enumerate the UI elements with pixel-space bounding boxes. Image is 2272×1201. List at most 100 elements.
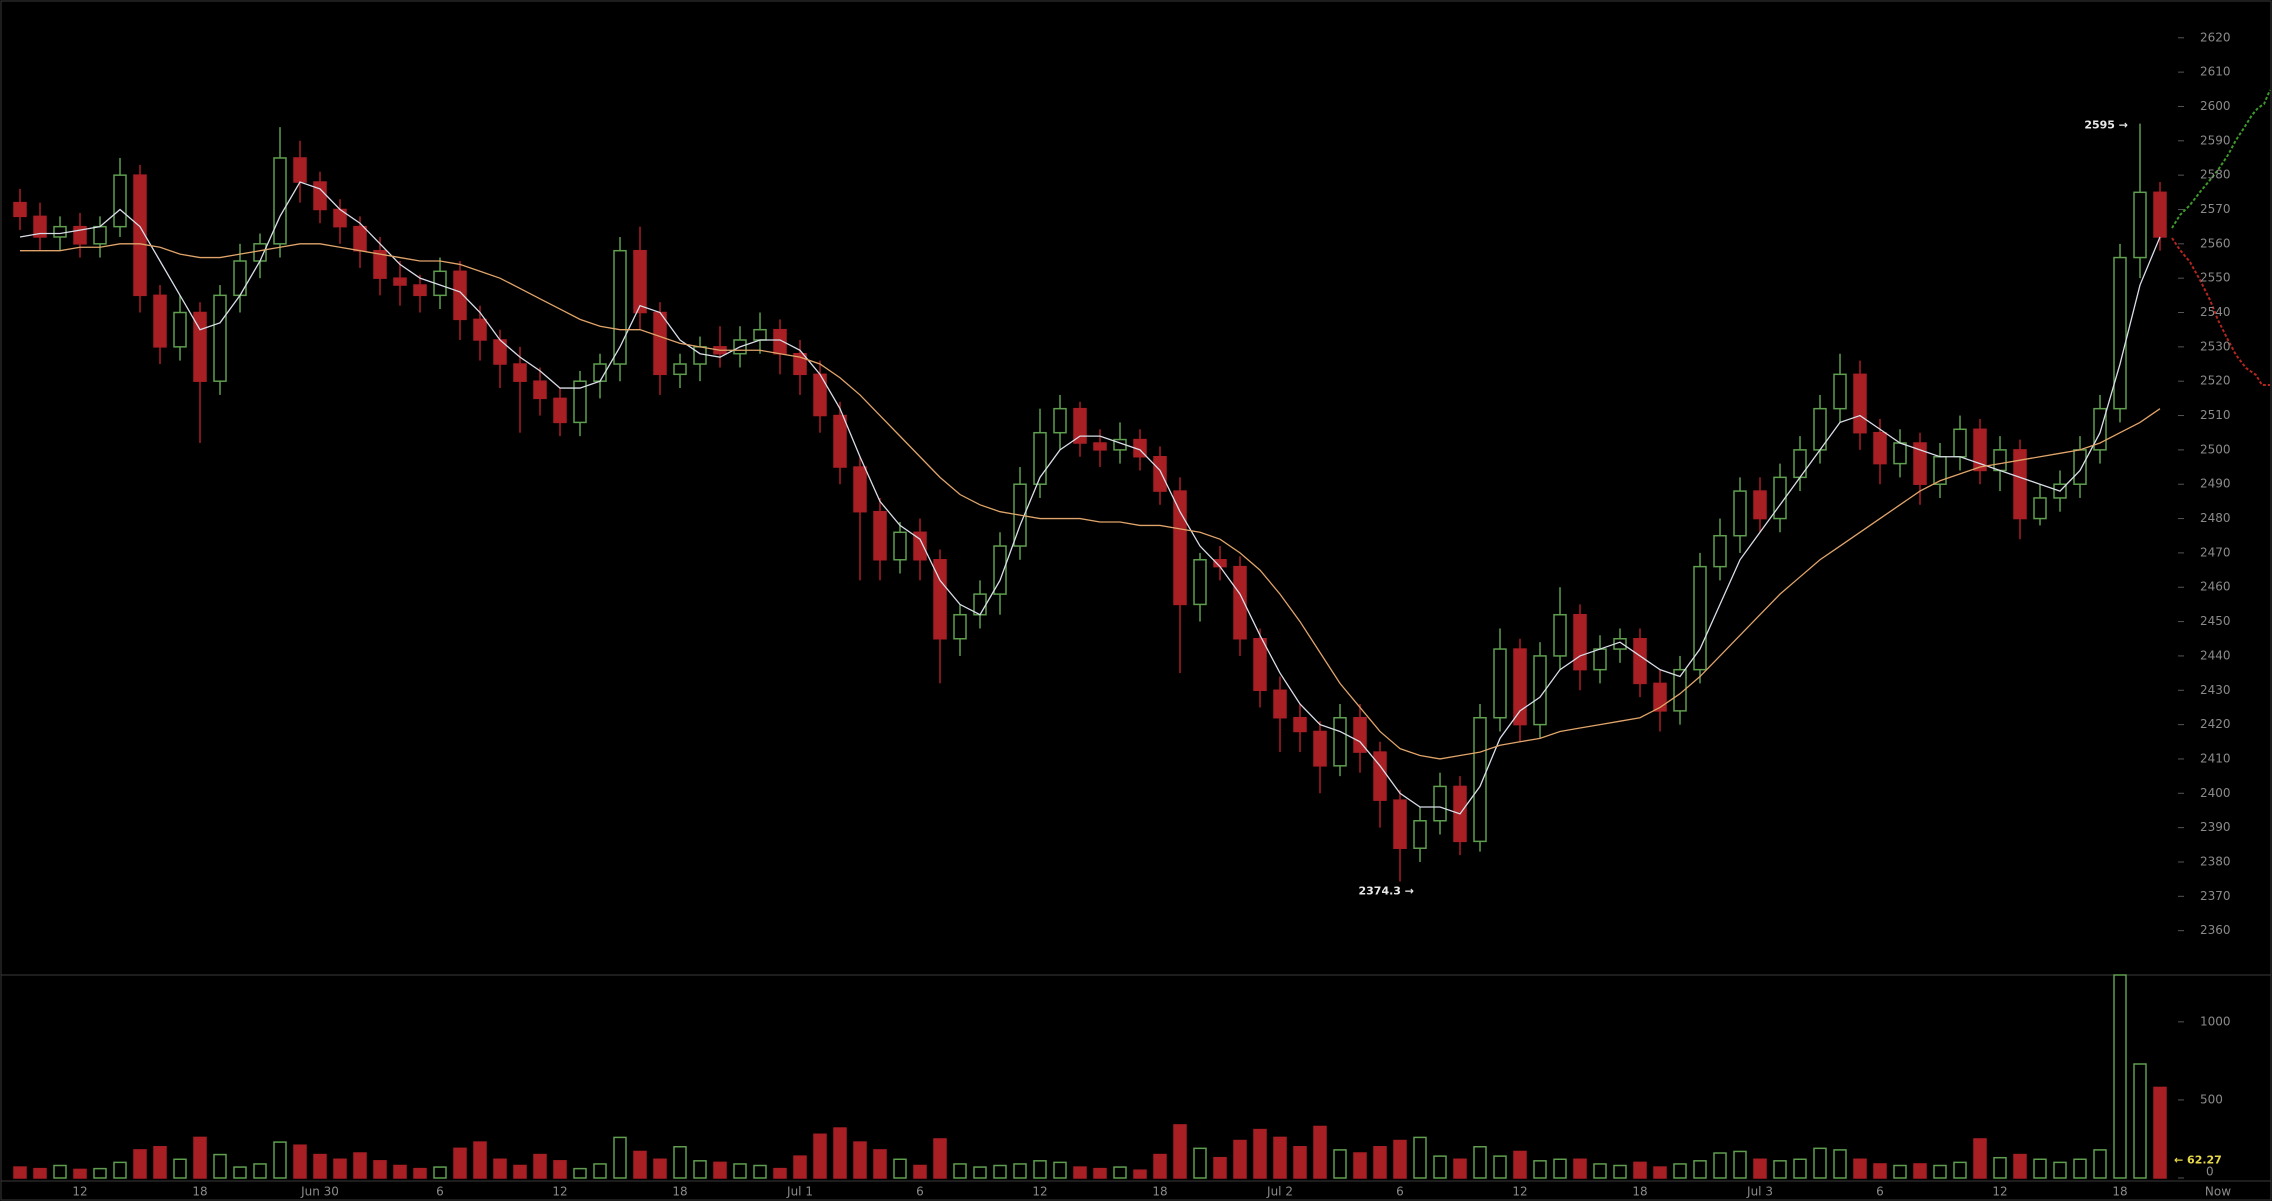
volume-bar [1953, 1161, 1967, 1179]
candle-body [1753, 490, 1767, 520]
x-tick-label: 18 [672, 1185, 687, 1199]
volume-bar [133, 1149, 147, 1179]
volume-bar [53, 1164, 67, 1179]
candle-body [533, 380, 547, 400]
volume-bar [953, 1163, 967, 1179]
candle-body [1313, 730, 1327, 767]
candle-body [673, 363, 687, 376]
candle-body [213, 294, 227, 382]
x-tick-label: 12 [552, 1185, 567, 1199]
candle-body [833, 414, 847, 468]
volume-bar [833, 1127, 847, 1179]
volume-bar [1453, 1158, 1467, 1179]
candle-body [633, 249, 647, 314]
candle-body [1973, 428, 1987, 472]
volume-bar [93, 1167, 107, 1179]
candle-body [1653, 682, 1667, 712]
volume-bar [693, 1160, 707, 1179]
y-tick-label: 2580 [2200, 168, 2231, 182]
volume-bar [513, 1164, 527, 1179]
candle-body [2113, 256, 2127, 410]
candle-body [973, 593, 987, 616]
candle-body [1473, 716, 1487, 843]
y-tick-label: 2500 [2200, 442, 2231, 456]
volume-tick-label: 1000 [2200, 1014, 2231, 1028]
candle-body [1273, 689, 1287, 719]
volume-bar [1833, 1149, 1847, 1179]
volume-bar [2093, 1149, 2107, 1179]
volume-bar [1353, 1152, 1367, 1179]
volume-bar [1093, 1167, 1107, 1179]
volume-bar [113, 1161, 127, 1179]
candle-body [1173, 490, 1187, 606]
x-tick-label: 18 [192, 1185, 207, 1199]
candle-body [1573, 613, 1587, 671]
volume-bar [673, 1146, 687, 1179]
volume-tick-label: 0 [2206, 1165, 2214, 1179]
volume-bar [1553, 1158, 1567, 1179]
candle-body [1733, 490, 1747, 537]
candle-body [453, 270, 467, 321]
y-tick-label: 2600 [2200, 99, 2231, 113]
volume-bar [633, 1150, 647, 1179]
y-tick-label: 2450 [2200, 614, 2231, 628]
volume-bar [253, 1163, 267, 1179]
volume-bar [1933, 1164, 1947, 1179]
x-tick-label: 6 [916, 1185, 924, 1199]
volume-bar [1433, 1155, 1447, 1179]
candle-body [2013, 449, 2027, 520]
volume-bar [173, 1158, 187, 1179]
y-tick-label: 2410 [2200, 751, 2231, 765]
volume-bar [813, 1133, 827, 1179]
volume-bar [1653, 1166, 1667, 1179]
candle-body [893, 531, 907, 561]
volume-bar [1753, 1158, 1767, 1179]
candle-body [1333, 716, 1347, 767]
x-tick-label: 6 [1396, 1185, 1404, 1199]
candle-body [953, 613, 967, 640]
moving-average-line [20, 243, 2161, 760]
volume-bar [593, 1163, 607, 1179]
y-tick-label: 2610 [2200, 65, 2231, 79]
volume-bar [1233, 1139, 1247, 1179]
y-tick-label: 2520 [2200, 374, 2231, 388]
candle-body [93, 225, 107, 245]
candle-body [473, 318, 487, 341]
volume-bar [1393, 1139, 1407, 1179]
candle-body [1253, 638, 1267, 692]
volume-bar [1533, 1160, 1547, 1179]
volume-bar [933, 1138, 947, 1179]
volume-bar [553, 1160, 567, 1179]
x-tick-label: 18 [1152, 1185, 1167, 1199]
candle-body [113, 174, 127, 228]
y-tick-label: 2490 [2200, 477, 2231, 491]
x-tick-label: 18 [2112, 1185, 2127, 1199]
volume-bar [1113, 1166, 1127, 1179]
candle-body [173, 311, 187, 348]
volume-bar [2113, 974, 2127, 1179]
x-tick-label: 18 [1632, 1185, 1647, 1199]
volume-bar [413, 1167, 427, 1179]
candle-body [1373, 751, 1387, 801]
volume-bar [1073, 1166, 1087, 1179]
candle-body [1873, 431, 1887, 465]
volume-bar [913, 1164, 927, 1179]
candle-body [193, 311, 207, 382]
x-tick-label: Jul 1 [786, 1185, 813, 1199]
x-tick-label: 12 [1032, 1185, 1047, 1199]
volume-bar [1333, 1149, 1347, 1179]
candle-body [393, 277, 407, 286]
volume-bar [1993, 1156, 2007, 1179]
candle-body [753, 328, 767, 341]
volume-bar [2013, 1153, 2027, 1179]
candle-body [1153, 455, 1167, 492]
moving-average-line [19, 181, 2161, 815]
y-tick-label: 2370 [2200, 889, 2231, 903]
x-tick-label: 12 [72, 1185, 87, 1199]
volume-bar [213, 1153, 227, 1179]
volume-bar [1153, 1153, 1167, 1179]
y-tick-label: 2540 [2200, 305, 2231, 319]
volume-bar [973, 1166, 987, 1179]
volume-bar [1853, 1158, 1867, 1179]
